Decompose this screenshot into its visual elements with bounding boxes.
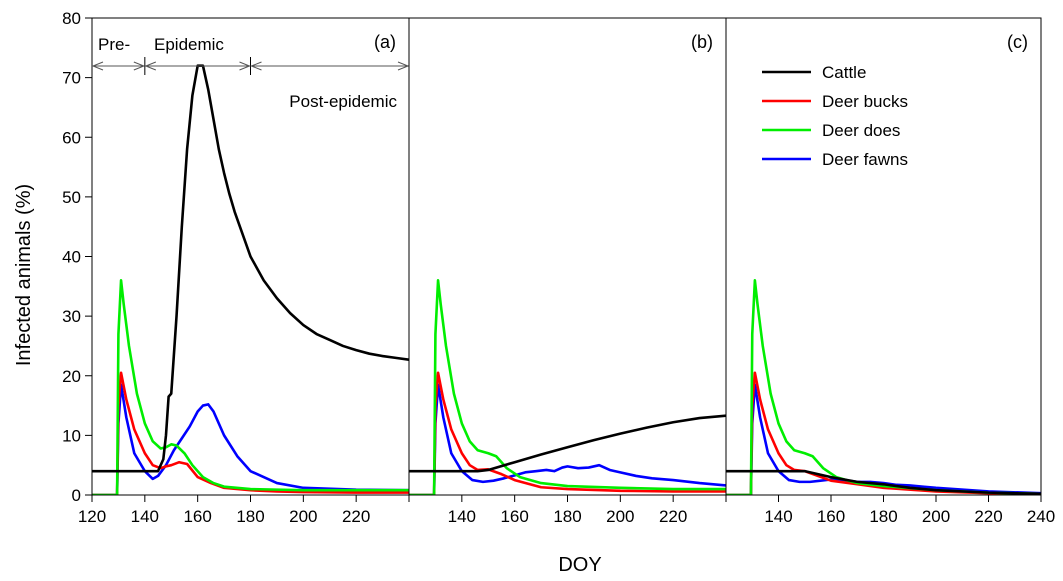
x-tick-label: 220 <box>659 507 687 526</box>
y-tick-label: 50 <box>62 188 81 207</box>
panel-b: 140 160 180 200 220 (b) <box>408 17 727 526</box>
x-tick-label: 200 <box>289 507 317 526</box>
series-line-deer-bucks <box>726 371 1041 495</box>
y-axis: 0 10 20 30 40 50 60 70 80 <box>62 9 92 505</box>
x-tick-label: 160 <box>183 507 211 526</box>
x-tick-label: 200 <box>606 507 634 526</box>
legend-label: Deer does <box>822 121 900 140</box>
phase-arrowhead <box>144 61 157 71</box>
y-tick-label: 80 <box>62 9 81 28</box>
panel-label: (a) <box>374 32 396 52</box>
panel-frame <box>408 17 727 496</box>
x-tick-label: 140 <box>764 507 792 526</box>
panel-label: (c) <box>1007 32 1028 52</box>
series-line-deer-bucks <box>92 371 409 495</box>
phase-label: Pre- <box>98 35 130 54</box>
legend-label: Cattle <box>822 63 866 82</box>
x-tick-label: 140 <box>448 507 476 526</box>
x-tick-label: 160 <box>500 507 528 526</box>
panel-label: (b) <box>691 32 713 52</box>
x-tick-label: 180 <box>236 507 264 526</box>
series-line-deer-fawns <box>92 383 409 495</box>
phase-label: Epidemic <box>154 35 224 54</box>
phase-arrowhead <box>250 61 262 71</box>
series-line-deer-does <box>409 279 726 495</box>
x-tick-label: 120 <box>78 507 106 526</box>
series-line-deer-fawns <box>409 383 726 495</box>
x-tick-label: 200 <box>922 507 950 526</box>
phase-arrowhead <box>239 61 251 71</box>
legend-label: Deer bucks <box>822 92 908 111</box>
y-axis-title: Infected animals (%) <box>13 184 35 366</box>
phase-arrowhead <box>91 61 104 71</box>
x-tick-label: 180 <box>553 507 581 526</box>
x-tick-label: 160 <box>817 507 845 526</box>
x-tick-label: 240 <box>1027 507 1055 526</box>
series-line-cattle <box>409 414 726 473</box>
y-tick-label: 70 <box>62 69 81 88</box>
phase-label: Post-epidemic <box>289 92 397 111</box>
x-tick-label: 220 <box>974 507 1002 526</box>
series-line-deer-bucks <box>409 371 726 495</box>
y-tick-label: 0 <box>72 486 81 505</box>
series-line-cattle <box>92 64 409 473</box>
series-line-deer-does <box>726 279 1041 495</box>
x-axis-title: DOY <box>558 554 601 576</box>
y-tick-label: 30 <box>62 307 81 326</box>
legend: Cattle Deer bucks Deer does Deer fawns <box>762 63 908 169</box>
phase-annotations: Pre- Epidemic Post-epidemic <box>91 35 410 111</box>
panel-c: 140 160 180 200 220 240 (c) Cattle Deer bucks Dee… <box>725 17 1055 526</box>
y-tick-label: 60 <box>62 128 81 147</box>
phase-arrowhead <box>397 61 410 71</box>
panels: 120 140 160 180 200 220 (a) Pre- Epidemic Post-ep… <box>78 17 1055 526</box>
y-tick-label: 40 <box>62 248 81 267</box>
panel-a: 120 140 160 180 200 220 (a) Pre- Epidemic Post-ep… <box>78 17 410 526</box>
x-tick-label: 180 <box>869 507 897 526</box>
legend-label: Deer fawns <box>822 150 908 169</box>
x-tick-label: 220 <box>342 507 370 526</box>
y-tick-label: 10 <box>62 426 81 445</box>
series-line-cattle <box>726 469 1041 495</box>
y-tick-label: 20 <box>62 367 81 386</box>
phase-arrowhead <box>133 61 146 71</box>
series-line-deer-does <box>92 279 409 495</box>
panel-frame <box>725 17 1042 496</box>
x-tick-label: 140 <box>131 507 159 526</box>
